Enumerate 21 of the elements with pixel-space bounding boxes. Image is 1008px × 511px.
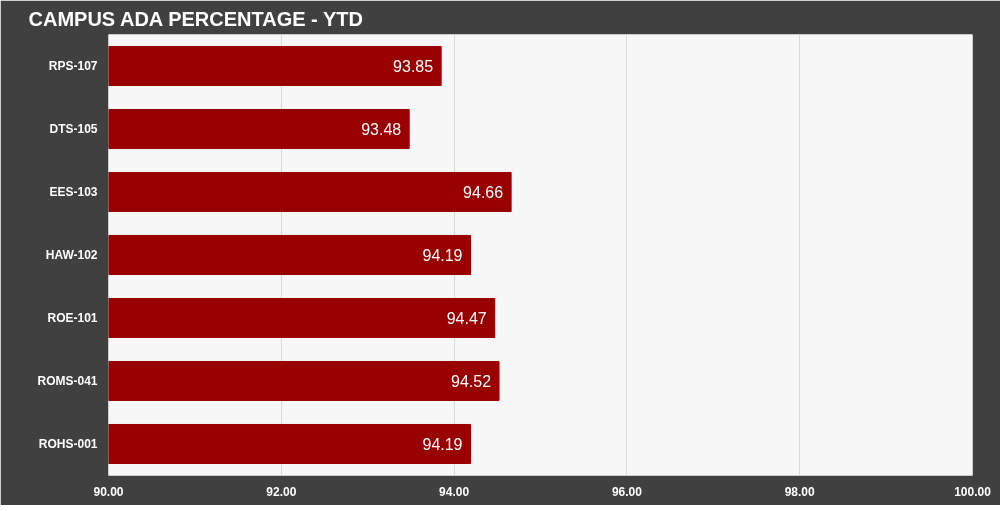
x-tick-label: 98.00	[784, 484, 816, 499]
y-tick-label: ROHS-001	[38, 437, 98, 451]
x-tick-label: 94.00	[439, 484, 470, 499]
x-tick-label: 100.00	[954, 484, 992, 499]
y-tick-label: EES-103	[49, 185, 98, 199]
data-label: 93.85	[393, 58, 434, 75]
x-tick-label: 92.00	[266, 484, 297, 499]
x-tick-label: 90.00	[93, 484, 124, 499]
chart-title: CAMPUS ADA PERCENTAGE - YTD	[28, 7, 363, 30]
data-label: 94.19	[422, 436, 463, 453]
data-label: 94.47	[446, 310, 487, 327]
x-tick-label: 96.00	[611, 484, 643, 499]
y-tick-label: HAW-102	[45, 248, 98, 262]
data-label: 94.66	[463, 184, 504, 201]
data-label: 94.52	[450, 373, 492, 390]
y-tick-label: RPS-107	[48, 59, 98, 73]
y-tick-label: ROE-101	[47, 311, 98, 325]
y-tick-label: ROMS-041	[37, 374, 98, 388]
data-label: 93.48	[361, 121, 402, 138]
data-label: 94.19	[422, 247, 463, 264]
y-tick-label: DTS-105	[49, 122, 98, 136]
